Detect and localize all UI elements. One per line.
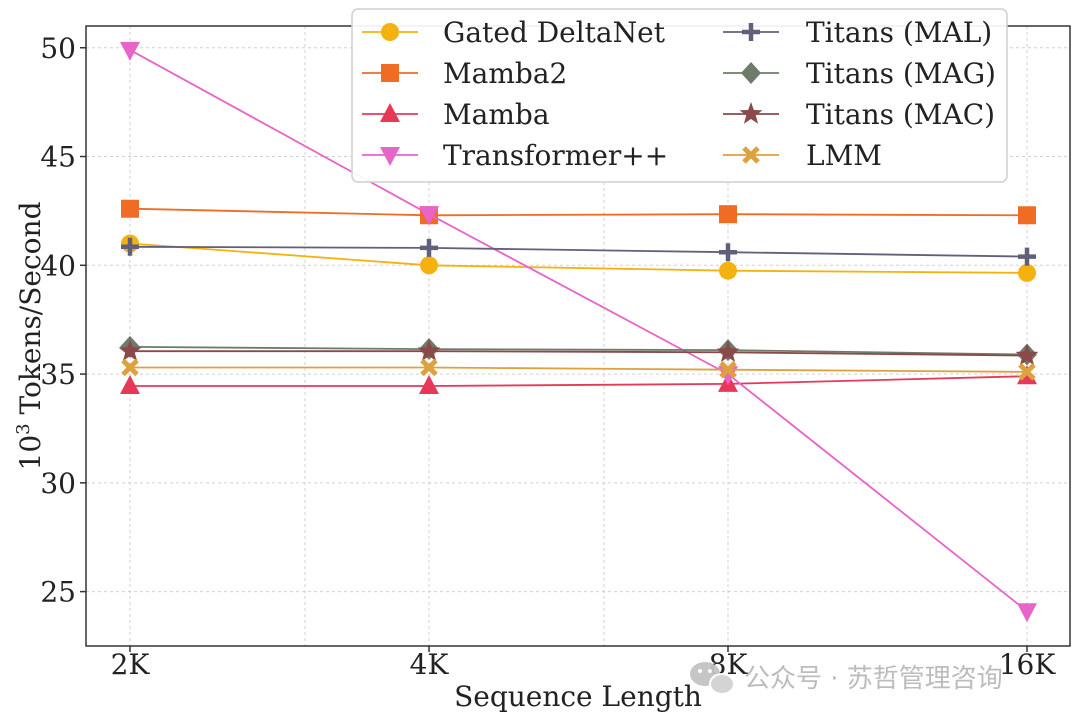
- legend-entry: Mamba: [362, 98, 550, 131]
- data-point: [420, 358, 438, 377]
- legend-marker: [741, 62, 761, 84]
- x-tick-label: 16K: [999, 648, 1057, 681]
- series-line: [129, 49, 1028, 612]
- data-point: [121, 237, 139, 256]
- y-axis-label: 103 Tokens/Second: [13, 201, 47, 470]
- data-point: [719, 261, 737, 280]
- legend-marker: [739, 102, 763, 124]
- series-line: [129, 346, 1028, 356]
- data-point: [419, 375, 439, 395]
- legend-entry: Gated DeltaNet: [362, 16, 666, 49]
- data-point: [1018, 263, 1036, 282]
- series-line: [129, 245, 1028, 258]
- series-gated-deltanet: [121, 234, 1036, 282]
- legend-entry: Mamba2: [362, 57, 567, 90]
- y-tick-label: 40: [40, 249, 76, 282]
- wechat-icon: [690, 662, 735, 695]
- data-point: [719, 205, 737, 224]
- data-point: [719, 360, 737, 379]
- data-point: [120, 375, 140, 395]
- legend-label: Gated DeltaNet: [443, 16, 666, 49]
- series-titans-mac: [118, 339, 1039, 366]
- x-tick-label: 2K: [111, 648, 151, 681]
- data-point: [1018, 247, 1036, 266]
- data-point: [121, 358, 139, 377]
- legend-label: Titans (MAC): [806, 98, 995, 131]
- y-axis-label-rest: Tokens/Second: [14, 201, 47, 423]
- y-axis-label-base: 10: [14, 435, 47, 471]
- legend-marker: [380, 147, 400, 166]
- series-lmm: [121, 358, 1036, 381]
- data-point: [719, 243, 737, 262]
- legend-label: Titans (MAL): [806, 16, 992, 49]
- x-tick-label: 4K: [410, 648, 450, 681]
- legend-label: Transformer++: [443, 139, 668, 172]
- series-mamba: [120, 365, 1037, 395]
- legend-entry: Titans (MAG): [723, 57, 996, 90]
- series-line: [130, 375, 1028, 387]
- y-axis-label-exponent: 3: [13, 423, 34, 434]
- legend: Gated DeltaNet Mamba2 Mamba Transformer++ Ti…: [351, 8, 1008, 183]
- data-point: [1018, 206, 1036, 225]
- series-layer: [118, 41, 1039, 623]
- series-line: [129, 207, 1028, 217]
- legend-entry: Titans (MAC): [723, 98, 995, 131]
- data-point: [420, 256, 438, 275]
- series-line: [129, 242, 1028, 274]
- data-point: [419, 206, 439, 226]
- legend-marker: [742, 23, 760, 41]
- y-tick-label: 45: [40, 141, 76, 174]
- y-tick-label: 35: [40, 358, 76, 391]
- data-point: [420, 238, 438, 257]
- legend-marker: [380, 103, 400, 122]
- data-point: [417, 339, 441, 361]
- legend-label: Mamba: [443, 98, 550, 131]
- series-transformer: [120, 41, 1037, 623]
- y-tick-label: 50: [40, 32, 76, 65]
- data-point: [121, 199, 139, 218]
- watermark: 公众号 · 苏哲管理咨询: [690, 662, 1003, 695]
- watermark-text: 公众号 · 苏哲管理咨询: [744, 664, 1003, 694]
- legend-label: LMM: [806, 139, 882, 172]
- y-tick-label: 25: [40, 576, 76, 609]
- series-line: [130, 366, 1028, 373]
- series-mamba2: [121, 199, 1036, 225]
- legend-label: Titans (MAG): [806, 57, 996, 90]
- data-point: [1015, 343, 1039, 366]
- legend-label: Mamba2: [443, 57, 567, 90]
- series-titans-mal: [121, 237, 1036, 266]
- legend-marker: [742, 146, 760, 164]
- legend-box: [351, 8, 1008, 183]
- x-axis-label: Sequence Length: [454, 680, 702, 713]
- data-point: [1018, 363, 1036, 381]
- data-point: [1017, 603, 1037, 623]
- y-tick-label: 30: [40, 467, 76, 500]
- series-line: [130, 350, 1028, 357]
- legend-marker: [381, 23, 399, 41]
- legend-entry: LMM: [723, 139, 882, 172]
- legend-entry: Transformer++: [362, 139, 668, 172]
- data-point: [718, 366, 738, 386]
- legend-marker: [381, 64, 399, 82]
- data-point: [118, 339, 142, 361]
- data-point: [120, 41, 140, 61]
- legend-entry: Titans (MAL): [723, 16, 992, 49]
- data-point: [716, 340, 740, 362]
